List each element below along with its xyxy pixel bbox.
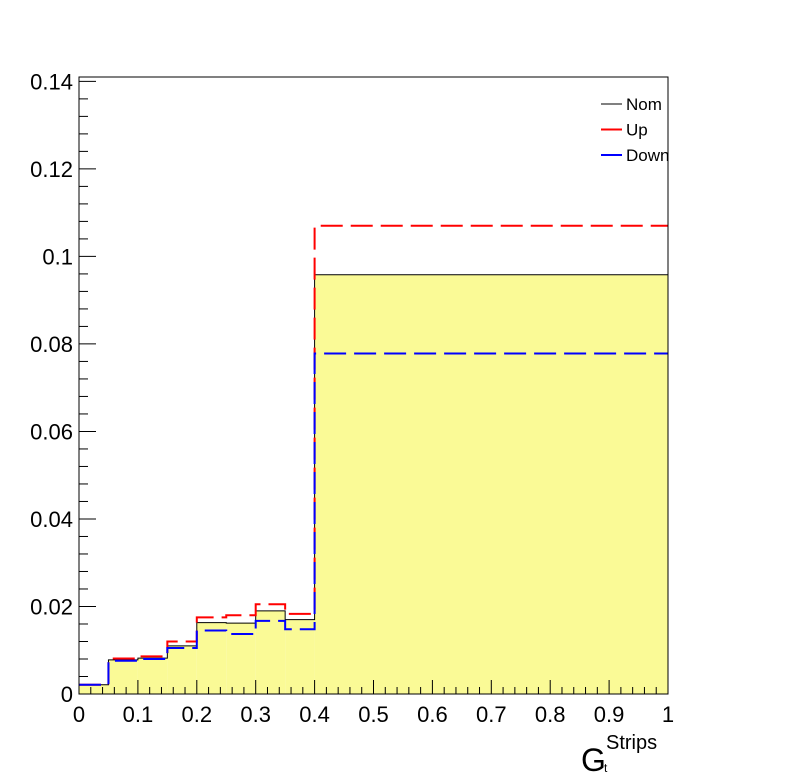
series-line-up [79, 224, 668, 686]
x-axis-title-superscript: Strips [606, 732, 657, 754]
x-tick-label: 0.1 [123, 702, 154, 727]
nom-bar-fill [285, 619, 315, 694]
x-tick-label: 1 [662, 702, 674, 727]
y-tick-label: 0 [61, 682, 73, 707]
nom-bar-fill [196, 622, 227, 694]
x-tick-label: 0.3 [240, 702, 271, 727]
nom-bar-fill [108, 659, 138, 694]
x-tick-label: 0.8 [535, 702, 566, 727]
x-axis-title: G [581, 742, 606, 772]
y-tick-label: 0.12 [30, 157, 73, 182]
x-tick-label: 0.6 [417, 702, 448, 727]
y-tick-label: 0.1 [42, 244, 73, 269]
legend-label-up: Up [626, 121, 648, 140]
y-tick-label: 0.04 [30, 507, 73, 532]
nom-bar-fill [79, 684, 109, 694]
x-tick-label: 0.7 [476, 702, 507, 727]
x-tick-label: 0.9 [594, 702, 625, 727]
x-tick-label: 0.5 [358, 702, 389, 727]
y-tick-label: 0.06 [30, 419, 73, 444]
nom-bar-fill [255, 610, 286, 694]
legend-label-down: Down [626, 146, 669, 165]
y-tick-label: 0.14 [30, 69, 73, 94]
x-tick-labels: 0 0.1 0.2 0.3 0.4 0.5 0.6 0.7 0.8 0.9 1 [73, 702, 674, 727]
x-tick-label: 0 [73, 702, 85, 727]
y-tick-label: 0.08 [30, 332, 73, 357]
y-tick-label: 0.02 [30, 594, 73, 619]
series-line-down [79, 352, 668, 686]
nom-bar-fill [167, 645, 197, 694]
nom-bar-fill [137, 658, 168, 694]
x-axis-title-subscript: t [604, 761, 608, 772]
series-layer [79, 224, 668, 686]
axis-ticks [78, 80, 669, 695]
nominal-fill-layer [79, 274, 668, 694]
x-tick-label: 0.2 [182, 702, 213, 727]
x-tick-label: 0.4 [299, 702, 330, 727]
plot-frame [78, 76, 669, 695]
y-tick-labels: 0 0.02 0.04 0.06 0.08 0.1 0.12 0.14 [30, 69, 73, 707]
legend: Nom Up Down [601, 95, 669, 165]
legend-label-nom: Nom [626, 95, 662, 114]
nom-bar-fill [314, 274, 668, 694]
